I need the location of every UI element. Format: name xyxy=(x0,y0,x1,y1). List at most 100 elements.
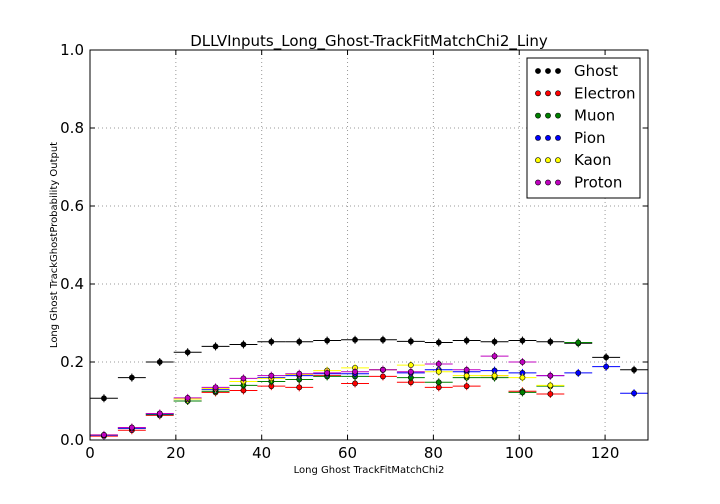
legend-marker xyxy=(555,112,561,119)
axes: 0 20 40 60 80 100 120 0.0 0.2 0.4 0.6 0.8 1.0 xyxy=(60,41,648,462)
legend-marker xyxy=(545,179,551,186)
y-tick-label: 1.0 xyxy=(60,41,84,59)
x-tick-label: 20 xyxy=(166,444,185,462)
data-point xyxy=(519,337,526,344)
legend-label: Pion xyxy=(574,129,606,147)
data-point xyxy=(575,339,582,346)
plot-frame xyxy=(89,49,649,441)
data-point xyxy=(547,372,554,379)
legend-label: Ghost xyxy=(574,62,618,80)
data-point xyxy=(603,354,610,361)
data-point xyxy=(101,432,107,438)
data-point xyxy=(519,359,526,365)
legend-marker xyxy=(545,134,551,141)
legend-marker xyxy=(535,112,541,119)
data-point xyxy=(407,368,414,375)
x-tick-label: 80 xyxy=(424,444,443,462)
data-point xyxy=(491,372,498,379)
data-point xyxy=(296,370,303,377)
data-point xyxy=(631,390,637,397)
data-point xyxy=(407,338,414,345)
legend-frame xyxy=(526,57,641,199)
data-point xyxy=(547,338,554,345)
data-point xyxy=(352,368,358,375)
data-point xyxy=(575,370,582,376)
data-point xyxy=(435,379,442,386)
chart-title: DLLVInputs_Long_Ghost-TrackFitMatchChi2_… xyxy=(190,32,548,51)
data-point xyxy=(519,389,526,396)
legend-marker xyxy=(545,157,551,164)
data-point xyxy=(352,336,358,343)
x-tick-label: 120 xyxy=(591,444,620,462)
data-point xyxy=(380,336,386,343)
legend-marker xyxy=(545,90,551,97)
x-tick-label: 0 xyxy=(85,444,95,462)
data-point xyxy=(519,374,526,381)
y-tick-label: 0.0 xyxy=(60,431,84,449)
series-ghost xyxy=(90,335,648,403)
legend-marker xyxy=(535,90,541,97)
x-axis-title: Long Ghost TrackFitMatchChi2 xyxy=(294,465,445,476)
legend-label: Electron xyxy=(574,84,636,102)
data-point xyxy=(268,372,275,379)
data-point xyxy=(435,368,442,375)
legend-label: Muon xyxy=(574,107,615,125)
data-layer xyxy=(90,335,648,441)
data-point xyxy=(603,363,610,370)
data-point xyxy=(547,391,554,397)
x-tick-label: 100 xyxy=(505,444,534,462)
data-point xyxy=(435,361,442,367)
data-point xyxy=(212,343,219,350)
y-tick-label: 0.8 xyxy=(60,119,84,137)
series-proton xyxy=(90,352,565,439)
data-point xyxy=(101,395,107,402)
y-tick-label: 0.2 xyxy=(60,353,84,371)
legend-marker xyxy=(535,68,541,74)
legend-marker xyxy=(545,112,551,119)
data-point xyxy=(435,339,442,346)
data-point xyxy=(463,366,470,373)
data-point xyxy=(184,349,191,356)
x-tick-label: 60 xyxy=(338,444,357,462)
data-point xyxy=(380,373,386,380)
data-point xyxy=(128,424,135,431)
legend-marker xyxy=(535,134,541,141)
data-point xyxy=(380,366,386,373)
legend-marker xyxy=(555,179,561,186)
legend-marker xyxy=(535,157,541,164)
data-point xyxy=(296,338,303,345)
data-point xyxy=(156,359,163,365)
data-point xyxy=(240,341,247,348)
data-point xyxy=(156,410,163,417)
legend-marker xyxy=(555,134,561,141)
legend-marker xyxy=(545,68,551,74)
legend-label: Kaon xyxy=(574,151,611,169)
data-point xyxy=(324,370,331,376)
data-point xyxy=(463,372,470,379)
data-point xyxy=(324,337,331,344)
y-tick-label: 0.6 xyxy=(60,197,84,215)
data-point xyxy=(491,338,498,345)
data-point xyxy=(128,374,135,381)
data-point xyxy=(212,384,219,391)
data-point xyxy=(352,380,358,387)
data-point xyxy=(240,375,247,382)
legend: Ghost Electron Muon Pion Kaon Proton xyxy=(526,57,641,199)
legend-marker xyxy=(555,68,561,74)
data-point xyxy=(463,383,470,390)
legend-marker xyxy=(535,179,541,186)
data-point xyxy=(296,384,303,391)
data-point xyxy=(268,338,275,345)
legend-marker xyxy=(555,90,561,97)
y-tick-label: 0.4 xyxy=(60,275,84,293)
data-point xyxy=(547,382,554,389)
data-point xyxy=(491,353,498,360)
y-axis-title: Long Ghost TrackGhostProbability Output xyxy=(49,142,60,348)
data-point xyxy=(631,366,637,373)
x-tick-label: 40 xyxy=(252,444,271,462)
legend-marker xyxy=(555,157,561,164)
data-point xyxy=(463,337,470,344)
legend-label: Proton xyxy=(574,174,622,192)
data-point xyxy=(407,362,414,369)
